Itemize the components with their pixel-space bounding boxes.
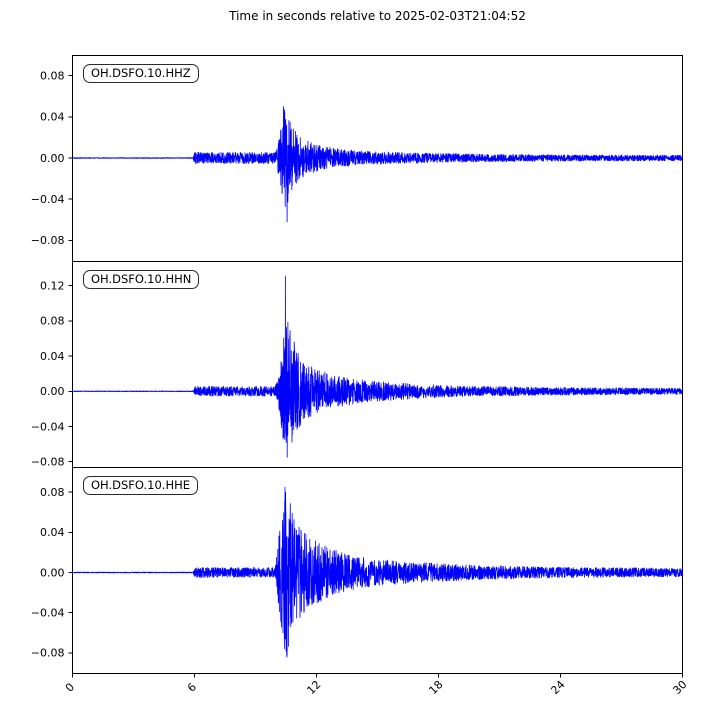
waveform-trace [72,275,683,458]
waveform-axes-hhz: 0.08 0.04 0.00 −0.04 −0.08 [31,55,683,262]
y-tick-label: −0.04 [31,193,65,206]
y-tick-label: 0.08 [40,69,65,82]
y-tick-label: 0.00 [40,566,65,579]
y-tick-label: −0.08 [31,456,65,468]
waveform-axes-hhe: 0.08 0.04 0.00 −0.04 −0.08 0 6 12 18 24 30 [31,467,690,697]
y-tick-label: −0.04 [31,607,65,620]
x-tick-label: 0 [63,680,77,694]
y-tick-label: −0.08 [31,234,65,247]
y-tick-label: 0.00 [40,152,65,165]
trace-label-hhe: OH.DSFO.10.HHE [83,476,199,495]
waveform-axes-hhn: 0.12 0.08 0.04 0.00 −0.04 −0.08 [31,261,683,468]
x-tick-label: 30 [670,678,689,697]
x-tick-label: 18 [426,678,445,697]
y-tick-label: 0.04 [40,111,65,124]
trace-label-hhz: OH.DSFO.10.HHZ [83,64,199,83]
x-tick-label: 6 [185,680,199,694]
chart-title: Time in seconds relative to 2025-02-03T2… [229,9,526,23]
y-tick-label: −0.08 [31,647,65,660]
waveform-trace [72,106,683,223]
y-tick-label: 0.12 [40,279,65,292]
y-tick-label: 0.04 [40,526,65,539]
x-tick-label: 12 [304,678,323,697]
y-tick-label: 0.00 [40,385,65,398]
x-tick-label: 24 [548,678,567,697]
y-tick-label: 0.08 [40,315,65,328]
trace-label-hhn: OH.DSFO.10.HHN [83,270,200,289]
waveform-trace [72,486,683,658]
y-tick-label: 0.08 [40,486,65,499]
y-tick-label: 0.04 [40,350,65,363]
y-tick-label: −0.04 [31,420,65,433]
axes-border [72,261,683,468]
